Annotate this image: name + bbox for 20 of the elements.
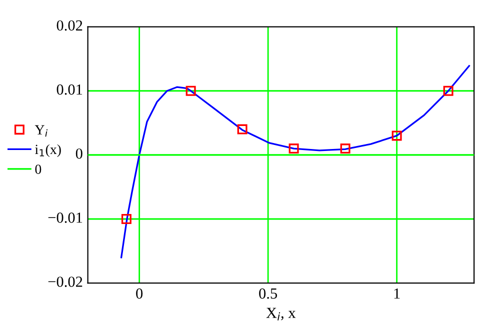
point	[121, 214, 132, 224]
legend-label: i$_{1}$(x)	[35, 144, 61, 157]
x-tick-label: 1	[394, 288, 400, 299]
line-series	[120, 65, 470, 258]
y-tick-label: 0	[76, 148, 82, 159]
point	[443, 86, 454, 96]
y-tick-label: 0.02	[56, 20, 82, 31]
point	[392, 130, 402, 141]
legend-label: Y$_{i}$	[34, 125, 48, 137]
y-tick-label: −0.02	[48, 276, 82, 287]
x-tick-label: 0	[136, 288, 143, 299]
point	[186, 86, 196, 96]
legend-label: 0	[35, 164, 42, 174]
point	[288, 144, 299, 154]
point	[237, 124, 248, 134]
y-tick-label: 0.01	[56, 84, 82, 95]
point	[340, 144, 350, 154]
x-axis-title: X$_{i}$, x	[266, 308, 296, 320]
x-tick-label: 0.5	[259, 288, 278, 299]
y-tick-label: −0.01	[48, 212, 82, 223]
